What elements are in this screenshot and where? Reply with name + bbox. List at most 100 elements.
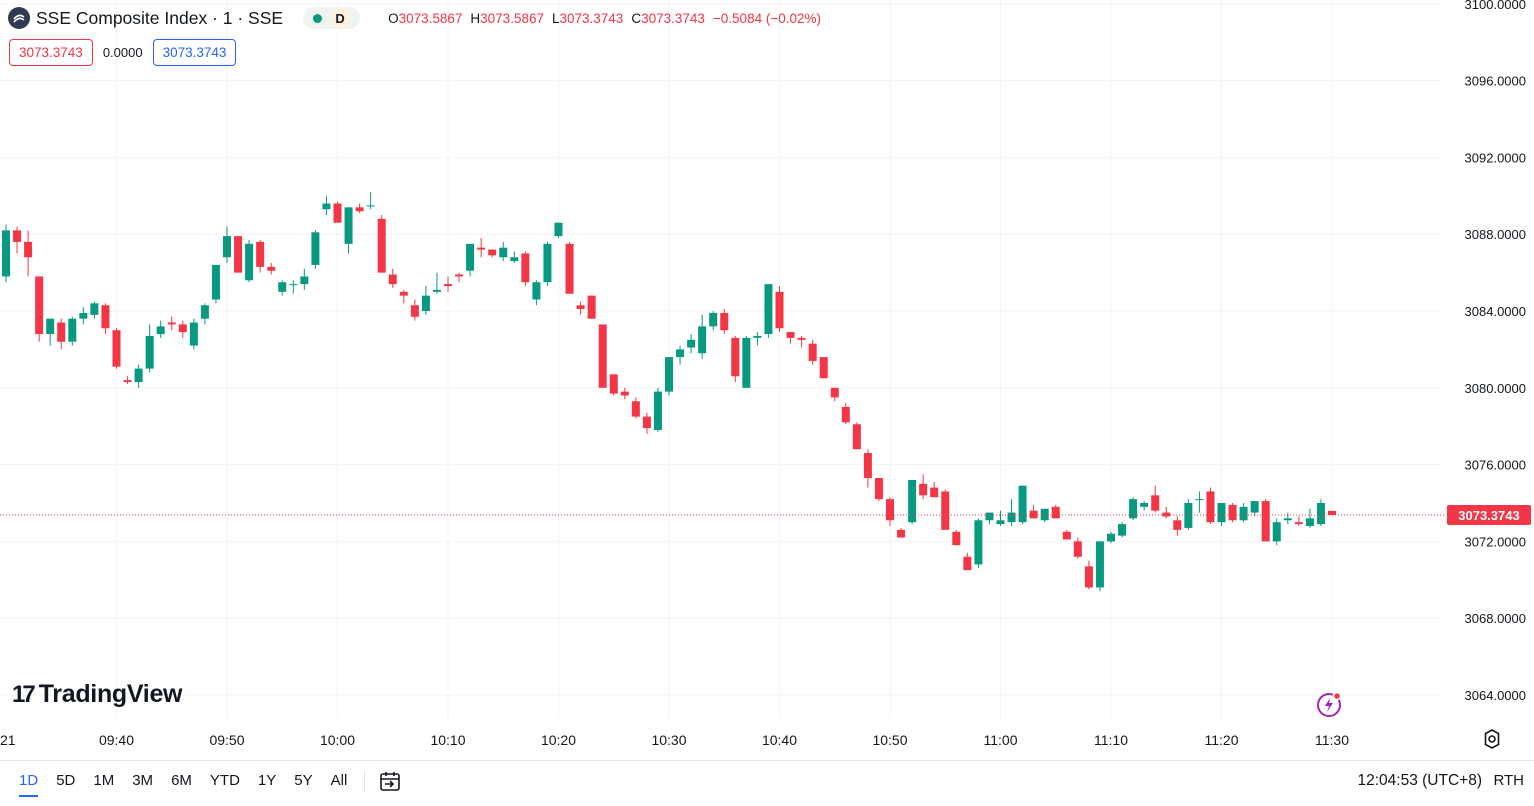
candle-down [477,238,486,258]
candle-down [808,339,817,365]
low-value: 3073.3743 [559,10,624,26]
range-tab-3m[interactable]: 3M [132,772,154,789]
candle-down [1228,502,1237,523]
candle-up [985,512,994,525]
candle-body [1062,531,1071,540]
market-status-pill[interactable]: D [303,7,361,29]
candle-body [653,391,662,431]
candle-body [245,243,254,281]
candle-down [1261,499,1270,542]
x-tick-label: 11:00 [984,732,1018,748]
candle-body [1007,512,1016,523]
candle-body [631,401,640,417]
candle-up [79,307,88,325]
symbol-title[interactable]: SSE Composite Index · 1 · SSE [36,7,284,28]
calendar-goto-icon[interactable] [375,766,405,796]
chart-settings-gear-icon[interactable] [1480,727,1504,751]
candle-body [1272,522,1281,542]
candle-body [79,312,88,319]
candle-body [156,326,165,335]
candle-down [919,474,928,500]
market-open-dot [313,13,323,23]
range-tab-5y[interactable]: 5Y [294,772,313,789]
session-toggle[interactable]: RTH [1493,772,1524,789]
candle-body [1195,499,1204,501]
candle-up [1239,502,1248,523]
candle-down [444,276,452,292]
candle-down [841,403,850,425]
candle-body [211,264,220,300]
x-tick-label: 10:00 [320,732,355,748]
candle-down [1084,560,1093,590]
candle-down [388,268,397,288]
candle-body [897,529,906,538]
candle-body [543,243,552,283]
candle-body [1084,566,1093,588]
candle-body [13,230,22,242]
range-tab-6m[interactable]: 6M [171,772,192,789]
ohlc-values: O3073.5867 H3073.5867 L3073.3743 C3073.3… [388,11,821,26]
candle-body [687,339,696,348]
candle-body [819,357,828,379]
candle-down [1029,504,1038,519]
close-value: 3073.3743 [641,10,705,26]
candle-body [444,284,452,287]
range-tab-1m[interactable]: 1M [93,772,115,789]
candle-down [952,529,961,546]
candle-down [123,376,132,384]
candle-body [709,312,718,327]
candle-body [841,406,850,423]
candle-body [1250,501,1259,513]
range-tab-5d[interactable]: 5D [56,772,76,789]
candle-down [863,449,872,488]
lightning-icon[interactable] [1315,690,1343,718]
candle-down [167,316,176,331]
candle-down [852,422,861,450]
candle-up [432,272,441,294]
candle-up [278,280,287,296]
x-tick-label-first: 21 [0,732,16,748]
candle-body [1294,522,1303,525]
candle-down [256,239,265,273]
candle-body [388,274,397,285]
candle-down [1328,510,1336,515]
candle-body [1073,541,1082,557]
candle-down [565,241,574,294]
exchange-clock[interactable]: 12:04:53 (UTC+8) [1357,772,1483,789]
candle-up [543,241,552,287]
candle-up [189,318,198,350]
candle-up [676,345,685,365]
candle-body [609,374,618,394]
candle-body [1316,502,1325,525]
y-tick-label: 3080.0000 [1465,381,1526,396]
candle-body [764,284,773,335]
candle-down [941,489,950,530]
candle-body [1118,524,1127,536]
candle-down [963,552,972,571]
candle-body [808,343,817,361]
candle-up [1305,508,1314,528]
candle-body [786,332,795,338]
candle-up [211,264,220,304]
range-tab-1d[interactable]: 1D [10,762,47,800]
candle-up [709,311,718,331]
candle-down [1173,516,1182,536]
bid-box[interactable]: 3073.3743 [9,39,93,66]
x-tick-label: 09:50 [209,732,244,748]
candle-down [930,481,939,498]
candle-up [1250,501,1259,517]
candle-body [1328,510,1336,515]
watermark-text: TradingView [38,680,183,708]
range-tab-all[interactable]: All [330,772,348,789]
range-tab-ytd[interactable]: YTD [209,772,240,789]
candle-down [1073,537,1082,559]
candle-body [333,203,342,223]
ask-box[interactable]: 3073.3743 [152,39,237,66]
quote-row: 3073.3743 0.0000 3073.3743 [9,39,237,66]
range-tab-1y[interactable]: 1Y [257,772,277,789]
candle-body [642,416,651,429]
candle-down [488,249,497,258]
candle-body [101,305,110,329]
